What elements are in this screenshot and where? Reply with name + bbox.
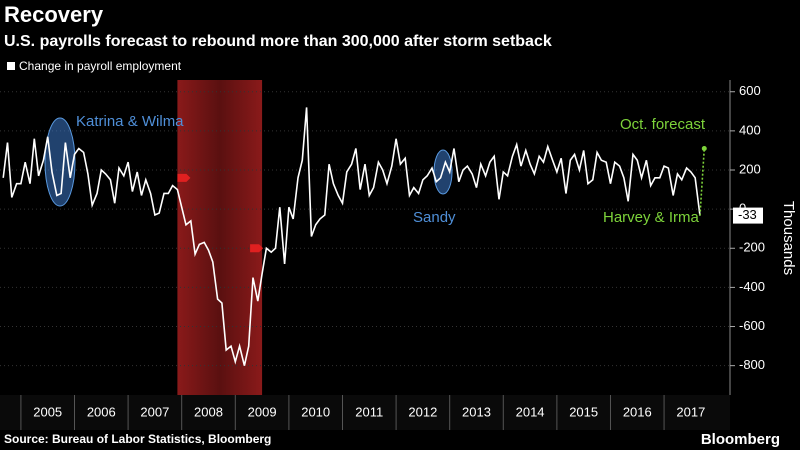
y-tick-label: -800 — [739, 357, 765, 372]
recession-marker — [177, 173, 191, 182]
x-tick-label: 2008 — [194, 404, 223, 419]
last-value-label: -33 — [738, 207, 757, 222]
series-line — [699, 148, 706, 216]
x-tick-label: 2009 — [248, 404, 277, 419]
annotation: Katrina & Wilma — [76, 113, 184, 130]
annotation: Oct. forecast — [620, 116, 706, 133]
y-axis-label: Thousands — [780, 201, 797, 275]
brand: Bloomberg — [701, 431, 780, 448]
annotation: Harvey & Irma — [603, 209, 700, 226]
x-tick-label: 2016 — [623, 404, 652, 419]
last-value-box — [733, 207, 763, 224]
annotation: Sandy — [413, 209, 456, 226]
recession-marker — [250, 244, 264, 253]
legend-label: Change in payroll employment — [19, 59, 182, 73]
series-line — [2, 107, 701, 366]
legend-swatch — [7, 62, 15, 70]
y-tick-label: 400 — [739, 122, 761, 137]
chart-title: Recovery — [4, 2, 104, 27]
x-tick-label: 2010 — [301, 404, 330, 419]
x-tick-label: 2006 — [87, 404, 116, 419]
y-tick-label: -200 — [739, 240, 765, 255]
x-tick-label: 2007 — [140, 404, 169, 419]
y-tick-label: -600 — [739, 318, 765, 333]
x-tick-label: 2012 — [408, 404, 437, 419]
y-tick-label: -400 — [739, 279, 765, 294]
highlight-ellipse — [44, 117, 76, 207]
x-axis-band — [0, 395, 730, 430]
x-tick-label: 2015 — [569, 404, 598, 419]
source: Source: Bureau of Labor Statistics, Bloo… — [4, 432, 271, 446]
x-tick-label: 2014 — [516, 404, 545, 419]
x-tick-label: 2013 — [462, 404, 491, 419]
y-tick-label: 600 — [739, 83, 761, 98]
x-tick-label: 2017 — [676, 404, 705, 419]
x-tick-label: 2011 — [355, 404, 383, 419]
forecast-point — [701, 145, 707, 151]
y-tick-label: 200 — [739, 161, 761, 176]
chart-subtitle: U.S. payrolls forecast to rebound more t… — [4, 33, 552, 50]
x-tick-label: 2005 — [33, 404, 62, 419]
recession-band — [177, 80, 263, 395]
